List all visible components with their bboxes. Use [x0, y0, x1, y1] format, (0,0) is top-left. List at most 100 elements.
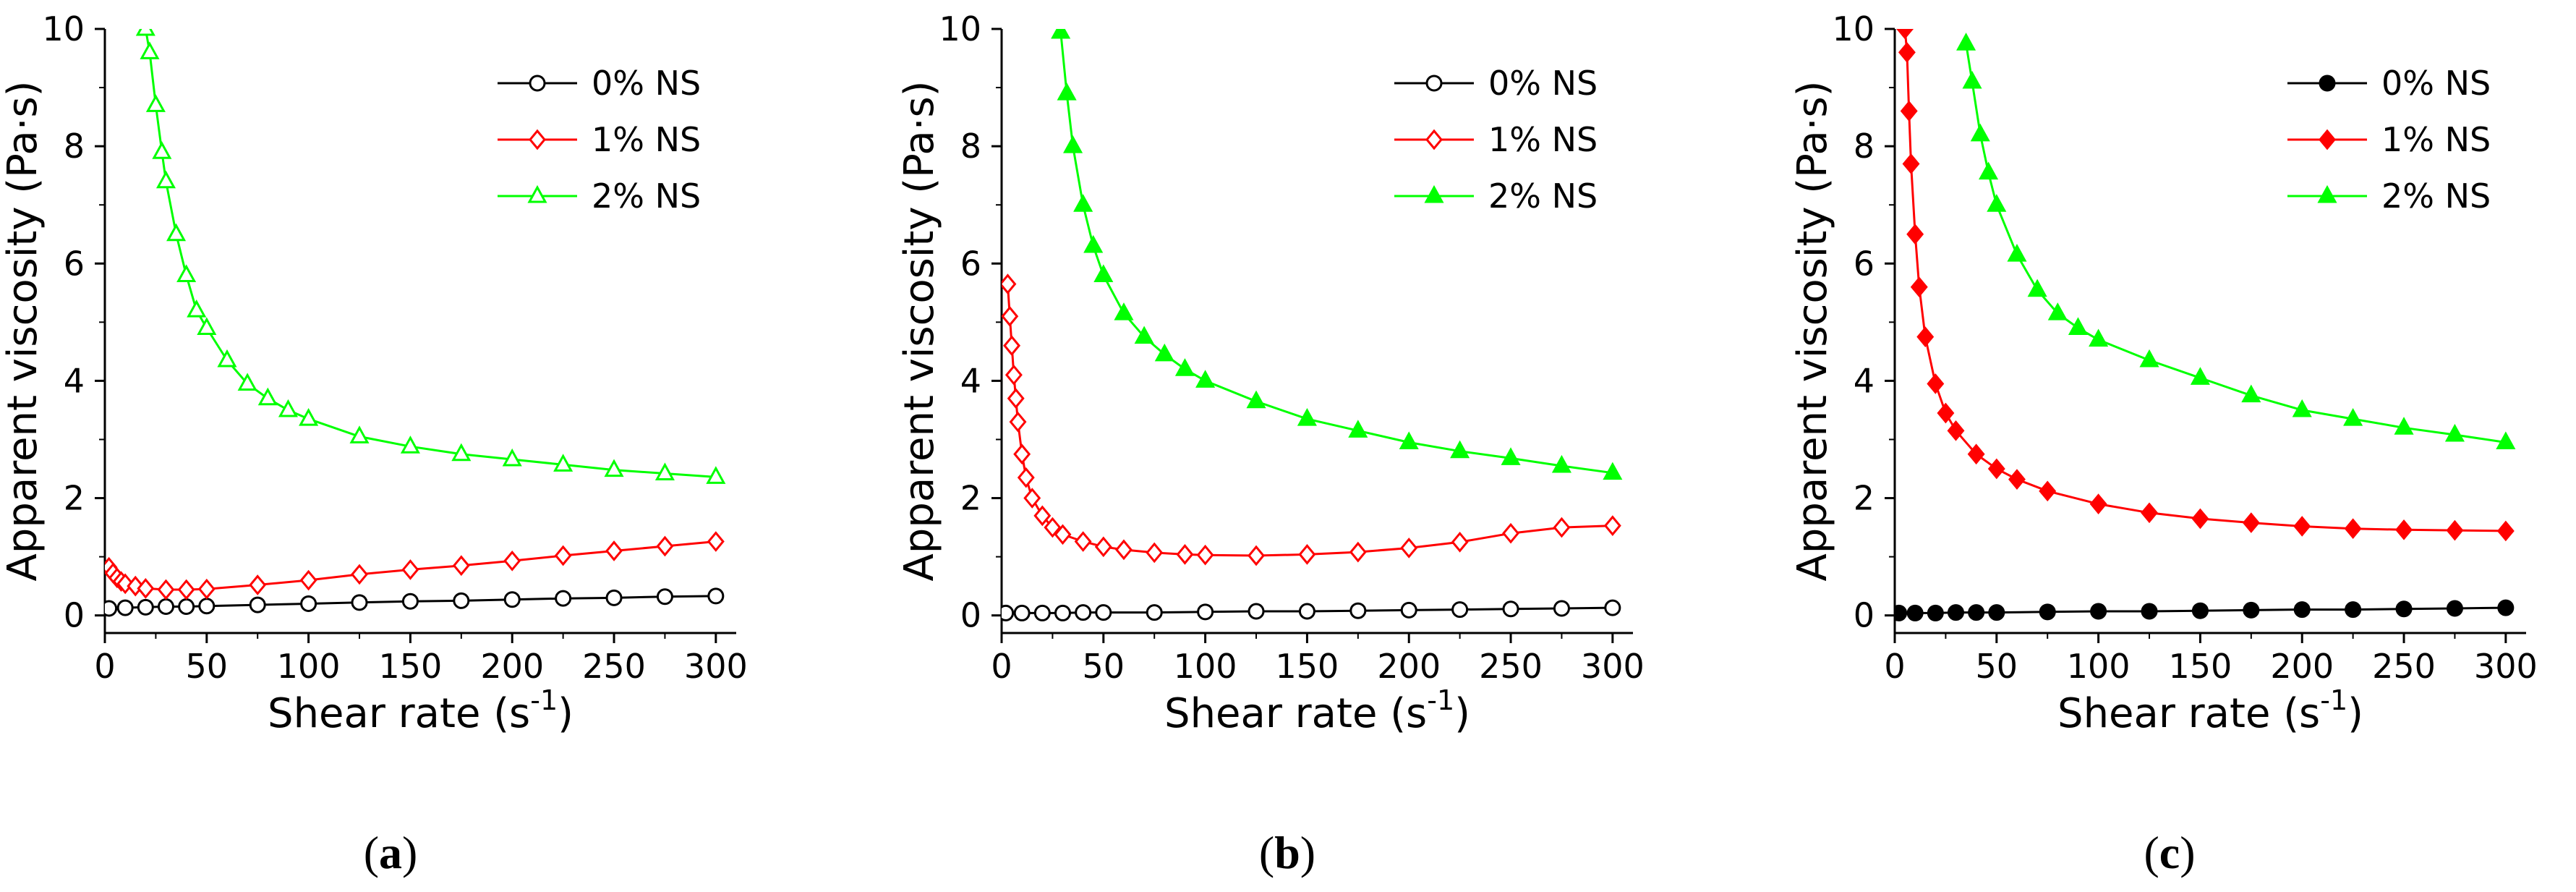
y-axis-title-a: Apparent viscosity (Pa·s) [0, 80, 46, 581]
data-point-b-1 [1400, 538, 1418, 558]
panel-label-a: (a) [364, 827, 418, 878]
data-point-a-2 [654, 462, 675, 480]
data-point-c-1 [2242, 512, 2260, 533]
x-tick-label-c: 300 [2474, 647, 2538, 686]
data-point-b-2 [1195, 370, 1216, 388]
data-point-b-0 [1075, 604, 1092, 621]
series-line-c-1 [1903, 29, 2506, 532]
x-axis-title-c: Shear rate (s-1) [2057, 684, 2363, 737]
data-point-b-0 [1349, 602, 1367, 619]
data-point-b-2 [1057, 82, 1077, 101]
data-point-b-0 [1197, 603, 1214, 621]
data-point-b-2 [1450, 440, 1470, 459]
legend-marker-a-2 [527, 184, 547, 203]
data-point-c-1 [1916, 326, 1935, 347]
data-point-a-1 [707, 531, 725, 552]
data-point-b-1 [1146, 542, 1164, 564]
data-point-a-0 [503, 591, 521, 608]
data-point-c-0 [2039, 603, 2056, 621]
data-point-a-1 [401, 559, 419, 580]
chart-panel-c: 0 50 100 150 200 250 300 0 2 4 6 8 10 Shear rate (s-1… [1789, 9, 2538, 737]
data-point-a-2 [140, 41, 160, 59]
y-tick-label-b: 4 [960, 361, 981, 400]
y-tick-label-a: 8 [64, 127, 85, 166]
panel-label-c: (c) [2144, 827, 2195, 878]
y-tick-label-b: 10 [939, 9, 981, 48]
x-axis-title-a: Shear rate (s-1) [268, 684, 573, 737]
legend-marker-b-1 [1425, 129, 1443, 150]
data-point-b-0 [1502, 600, 1519, 618]
x-tick-label-c: 0 [1884, 647, 1905, 686]
data-point-c-1 [2008, 469, 2026, 490]
data-point-c-1 [2446, 519, 2464, 541]
data-point-c-2 [2139, 349, 2159, 368]
x-tick-label-b: 200 [1377, 647, 1441, 686]
data-point-a-0 [351, 594, 368, 611]
data-point-a-1 [157, 579, 175, 600]
data-point-c-1 [1967, 443, 1985, 465]
data-point-c-0 [2293, 601, 2311, 619]
data-point-b-2 [1297, 407, 1317, 426]
data-point-b-1 [1017, 467, 1035, 488]
data-point-b-1 [1451, 532, 1469, 553]
panel-label-a-letter: a [379, 827, 402, 878]
data-point-c-0 [2395, 600, 2413, 618]
y-tick-label-a: 0 [64, 596, 85, 635]
data-point-b-0 [1054, 604, 1071, 621]
y-tick-label-a: 10 [42, 9, 85, 48]
data-point-c-2 [2394, 417, 2414, 435]
data-point-a-2 [451, 443, 472, 462]
data-point-c-1 [2039, 480, 2057, 502]
data-point-c-2 [1987, 194, 2007, 212]
data-point-b-2 [1134, 326, 1154, 344]
data-point-b-1 [1007, 388, 1025, 409]
data-point-b-1 [1033, 505, 1052, 527]
data-point-c-1 [1898, 42, 1916, 63]
data-point-a-0 [249, 596, 266, 613]
data-point-c-0 [2191, 602, 2209, 619]
legend-label-a-1: 1% NS [592, 120, 701, 159]
data-point-b-1 [1013, 443, 1031, 465]
chart-panel-b: 0 50 100 150 200 250 300 0 2 4 6 8 10 Shear rate (s-1… [896, 9, 1645, 737]
data-point-b-2 [1348, 420, 1368, 438]
data-point-a-1 [351, 564, 368, 585]
data-point-a-0 [157, 598, 174, 616]
data-point-c-2 [2496, 431, 2516, 450]
data-point-c-1 [2191, 508, 2209, 530]
data-point-a-0 [555, 590, 572, 607]
x-tick-label-b: 50 [1083, 647, 1125, 686]
y-tick-label-a: 4 [64, 361, 85, 400]
data-point-a-0 [137, 598, 154, 616]
data-point-b-1 [1349, 541, 1367, 563]
data-point-c-0 [1968, 604, 1985, 621]
x-tick-label-b: 150 [1276, 647, 1339, 686]
legend-marker-c-2 [2317, 184, 2337, 203]
data-point-c-2 [2241, 384, 2261, 403]
data-point-b-1 [1009, 411, 1027, 433]
data-point-b-1 [1002, 305, 1019, 327]
data-point-a-1 [299, 569, 317, 591]
legend-marker-a-0 [529, 75, 546, 92]
data-point-b-0 [1095, 604, 1112, 621]
x-tick-label-a: 0 [94, 647, 115, 686]
data-point-a-2 [706, 466, 726, 484]
data-point-a-2 [155, 170, 176, 189]
data-point-c-0 [1988, 604, 2005, 621]
series-line-c-0 [1898, 606, 2506, 614]
data-point-a-0 [707, 587, 725, 605]
data-point-a-0 [116, 599, 134, 616]
data-point-a-2 [135, 29, 155, 36]
data-point-b-2 [1246, 390, 1266, 409]
data-point-b-1 [1074, 531, 1092, 552]
data-point-b-0 [1033, 604, 1051, 621]
y-tick-label-b: 8 [960, 127, 981, 166]
x-tick-label-c: 200 [2270, 647, 2334, 686]
data-point-b-1 [1603, 515, 1621, 536]
data-point-c-1 [2395, 519, 2413, 540]
data-point-a-2 [197, 317, 217, 335]
series-line-c-2 [1965, 43, 2507, 443]
legend-marker-b-2 [1424, 184, 1444, 203]
data-point-b-0 [1400, 601, 1417, 619]
legend-label-a-2: 2% NS [592, 177, 701, 216]
data-point-b-2 [1551, 454, 1571, 473]
